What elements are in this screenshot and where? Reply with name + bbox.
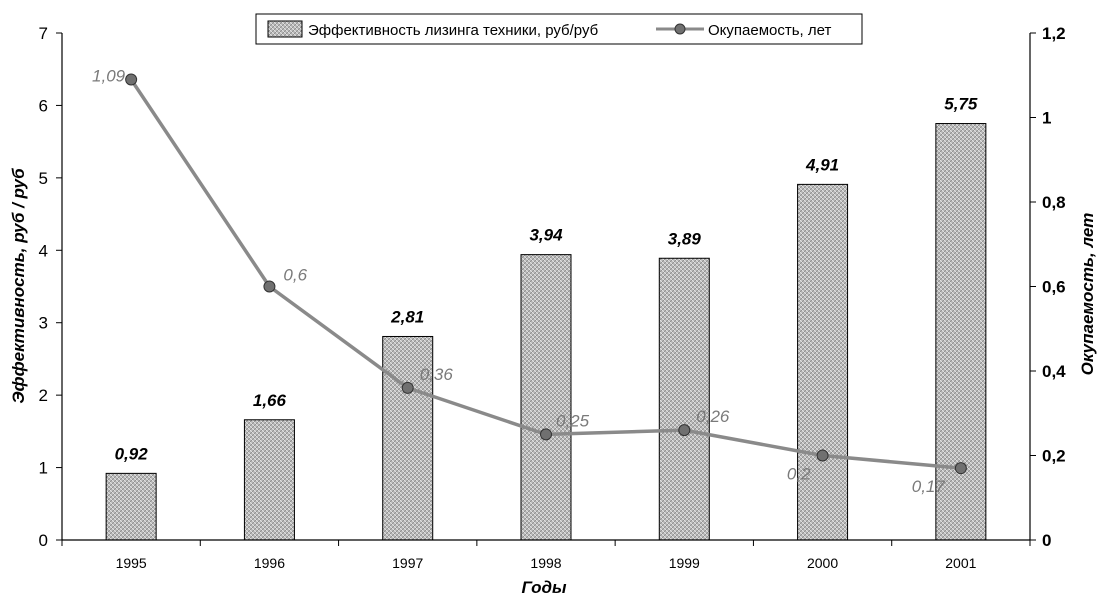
y2-tick-label: 1,2: [1042, 24, 1066, 43]
y-tick-label: 0: [39, 531, 48, 550]
line-value-label: 0,26: [696, 407, 730, 426]
line-value-label: 0,2: [787, 465, 811, 484]
y2-axis-title: Окупаемость, лет: [1078, 213, 1097, 376]
bar-value-label: 1,66: [253, 391, 287, 410]
x-axis-title: Годы: [522, 578, 567, 597]
bar-1998: [520, 254, 572, 541]
line-value-label: 0,6: [283, 266, 307, 285]
x-tick-label: 2000: [807, 555, 838, 571]
bar-value-label: 5,75: [944, 95, 978, 114]
bar-value-label: 3,89: [668, 229, 702, 248]
bar-1996: [243, 419, 295, 541]
bar-2000: [797, 183, 849, 541]
y-tick-label: 2: [39, 386, 48, 405]
x-tick-label: 1998: [530, 555, 561, 571]
payback-point-1999: [678, 424, 691, 437]
legend-line-marker: [674, 23, 686, 35]
bar-value-label: 2,81: [390, 307, 424, 326]
legend-bar-swatch: [267, 20, 303, 38]
payback-point-2001: [954, 462, 967, 475]
y2-tick-label: 0,6: [1042, 278, 1066, 297]
line-layer: [125, 73, 967, 475]
y-tick-label: 7: [39, 24, 48, 43]
x-tick-label: 1996: [254, 555, 285, 571]
payback-point-1995: [125, 73, 138, 86]
payback-point-1997: [401, 381, 414, 394]
line-value-label: 0,17: [912, 477, 946, 496]
y2-tick-label: 1: [1042, 109, 1051, 128]
y2-tick-label: 0,4: [1042, 362, 1066, 381]
payback-point-2000: [816, 449, 829, 462]
legend-bar-label: Эффективность лизинга техники, руб/руб: [308, 22, 598, 39]
y-axis-title: Эффективность, руб / руб: [9, 168, 28, 404]
labels-layer: 0,92 1,66 2,81 3,94 3,89 4,91 5,75 1,09 0,6 0,36 0…: [92, 66, 978, 496]
bar-value-label: 4,91: [805, 155, 839, 174]
y-tick-label: 3: [39, 314, 48, 333]
legend: Эффективность лизинга техники, руб/руб О…: [255, 13, 863, 45]
y-tick-label: 4: [39, 241, 48, 260]
bar-value-label: 0,92: [115, 444, 149, 463]
payback-point-1996: [263, 280, 276, 293]
x-tick-label: 1997: [392, 555, 423, 571]
bar-1997: [382, 335, 434, 541]
x-tick-label: 1995: [116, 555, 147, 571]
y2-tick-label: 0: [1042, 531, 1051, 550]
y2-tick-label: 0,8: [1042, 193, 1066, 212]
y2-tick-label: 0,2: [1042, 447, 1066, 466]
y-tick-label: 5: [39, 169, 48, 188]
bars-layer: [105, 123, 987, 541]
legend-box: [255, 13, 863, 45]
line-value-label: 0,36: [420, 365, 454, 384]
bar-1995: [105, 472, 157, 541]
line-value-label: 1,09: [92, 66, 126, 85]
line-value-label: 0,25: [556, 411, 590, 430]
bar-1999: [658, 257, 710, 541]
y-tick-label: 1: [39, 459, 48, 478]
x-tick-label: 2001: [945, 555, 976, 571]
bar-value-label: 3,94: [529, 226, 563, 245]
y-tick-label: 6: [39, 96, 48, 115]
legend-line-label: Окупаемость, лет: [708, 22, 831, 39]
axes-layer: 0 1 2 3 4 5 6 7 0 0,2 0,4 0,6 0,8 1 1,2 1995 1996 1997 199…: [39, 24, 1067, 571]
x-tick-label: 1999: [669, 555, 700, 571]
payback-point-1998: [540, 428, 552, 441]
